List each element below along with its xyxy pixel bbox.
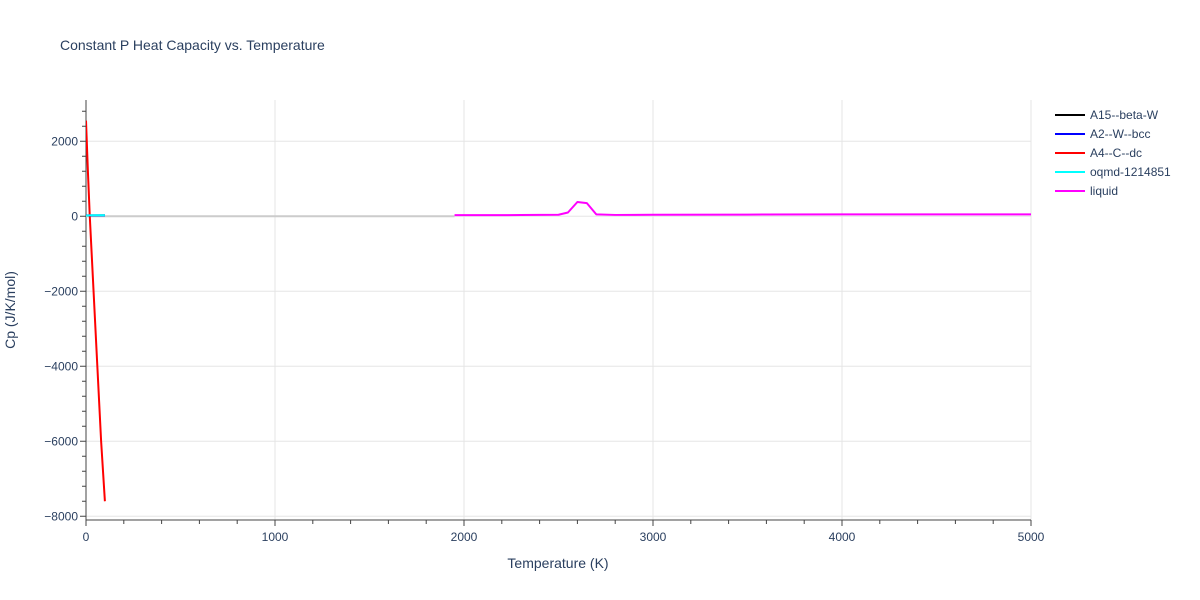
y-tick-label: −6000	[44, 434, 78, 448]
x-tick-label: 2000	[451, 530, 478, 544]
y-tick-label: −4000	[44, 359, 78, 373]
legend-item-a2-w-bcc[interactable]: A2--W--bcc	[1090, 127, 1150, 141]
plot-area	[86, 120, 1031, 502]
x-tick-label: 4000	[829, 530, 856, 544]
y-axis-title: Cp (J/K/mol)	[2, 271, 18, 349]
legend-item-liquid[interactable]: liquid	[1090, 184, 1118, 198]
y-tick-label: 0	[71, 209, 78, 223]
chart-title: Constant P Heat Capacity vs. Temperature	[60, 37, 325, 53]
y-tick-label: 2000	[51, 134, 78, 148]
x-axis-title: Temperature (K)	[507, 555, 608, 571]
x-tick-label: 0	[83, 530, 90, 544]
x-tick-label: 5000	[1018, 530, 1045, 544]
y-tick-label: −2000	[44, 284, 78, 298]
series-line-liquid[interactable]	[454, 201, 1031, 217]
x-tick-label: 3000	[640, 530, 667, 544]
legend[interactable]: A15--beta-W A2--W--bcc A4--C--dc oqmd-12148…	[1055, 108, 1171, 198]
series-line-a4-c-dc[interactable]	[86, 120, 106, 502]
legend-item-a15-beta-w[interactable]: A15--beta-W	[1090, 108, 1159, 122]
legend-item-oqmd-1214851[interactable]: oqmd-1214851	[1090, 165, 1171, 179]
series-group	[86, 120, 1031, 502]
y-tick-label: −8000	[44, 509, 78, 523]
legend-item-a4-c-dc[interactable]: A4--C--dc	[1090, 146, 1142, 160]
axes: 0 1000 2000 3000 4000 5000 2000 0 −2000 −4000 −600…	[44, 100, 1045, 544]
x-tick-label: 1000	[262, 530, 289, 544]
